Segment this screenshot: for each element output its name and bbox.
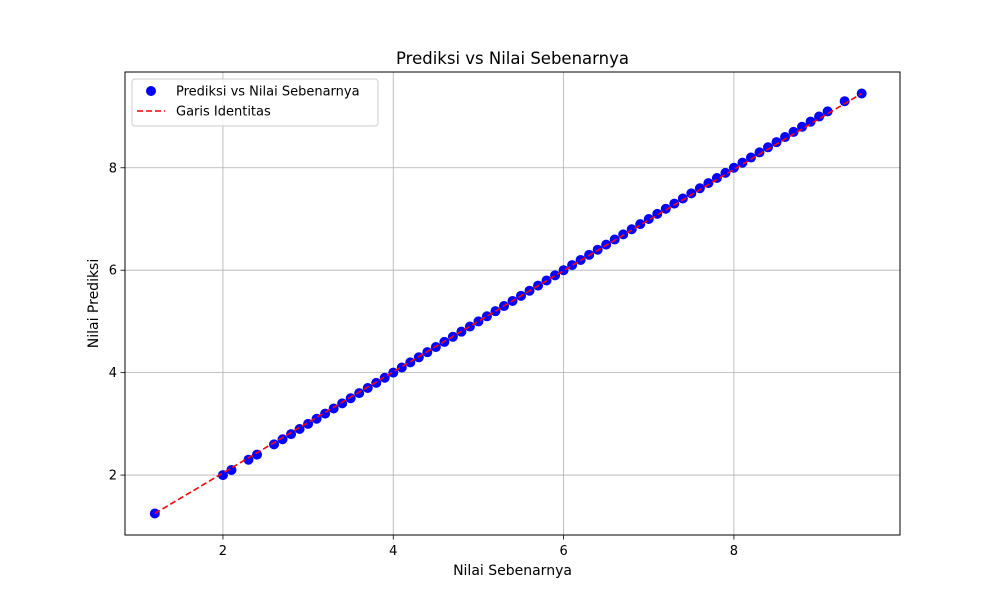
grid-lines (125, 72, 900, 535)
scatter-point-63 (762, 142, 773, 153)
scatter-point-14 (345, 393, 356, 404)
scatter-point-16 (362, 383, 373, 394)
x-axis-ticks: 2 4 6 8 (219, 535, 738, 559)
legend-scatter-marker (146, 86, 156, 96)
y-tick-label-6: 6 (109, 264, 117, 279)
scatter-point-1 (217, 470, 228, 481)
identity-line-layer (154, 92, 863, 515)
scatter-point-28 (464, 321, 475, 332)
legend-label-identity-line: Garis Identitas (176, 105, 271, 120)
x-tick-label-4: 4 (389, 544, 397, 559)
x-tick-label-2: 2 (219, 544, 227, 559)
scatter-point-17 (371, 377, 382, 388)
scatter-point-71 (839, 96, 850, 107)
scatter-point-70 (822, 106, 833, 117)
scatter-point-30 (481, 311, 492, 322)
legend-box (131, 78, 379, 127)
x-tick-label-8: 8 (730, 544, 738, 559)
scatter-point-13 (337, 398, 348, 409)
chart-title: Prediksi vs Nilai Sebenarnya (396, 49, 629, 68)
scatter-point-64 (771, 137, 782, 148)
scatter-point-38 (550, 270, 561, 281)
scatter-point-54 (686, 188, 697, 199)
scatter-point-52 (669, 198, 680, 209)
legend: Prediksi vs Nilai Sebenarnya Garis Ident… (131, 78, 379, 127)
scatter-point-5 (269, 439, 280, 450)
scatter-point-62 (754, 147, 765, 158)
legend-label-predictions: Prediksi vs Nilai Sebenarnya (176, 85, 360, 100)
scatter-point-53 (677, 193, 688, 204)
scatter-point-69 (814, 111, 825, 122)
y-tick-label-8: 8 (109, 161, 117, 176)
y-axis-ticks: 2 4 6 8 (109, 161, 125, 484)
identity-line (154, 92, 863, 515)
scatter-point-6 (277, 434, 288, 445)
scatter-point-51 (660, 203, 671, 214)
scatter-point-7 (286, 429, 297, 440)
plot-area-frame (124, 71, 901, 536)
scatter-point-65 (780, 132, 791, 143)
scatter-point-61 (745, 152, 756, 163)
x-tick-label-6: 6 (559, 544, 567, 559)
y-tick-label-4: 4 (109, 366, 117, 381)
scatter-point-67 (797, 121, 808, 132)
scatter-point-66 (788, 126, 799, 137)
scatter-point-29 (473, 316, 484, 327)
y-tick-label-2: 2 (109, 469, 117, 484)
scatter-point-15 (354, 388, 365, 399)
x-axis-label: Nilai Sebenarnya (453, 563, 572, 579)
scatter-point-68 (805, 116, 816, 127)
y-axis-label: Nilai Prediksi (86, 259, 102, 349)
scatter-point-2 (226, 464, 237, 475)
scatter-point-55 (694, 183, 705, 194)
scatter-point-40 (567, 260, 578, 271)
scatter-point-39 (558, 265, 569, 276)
